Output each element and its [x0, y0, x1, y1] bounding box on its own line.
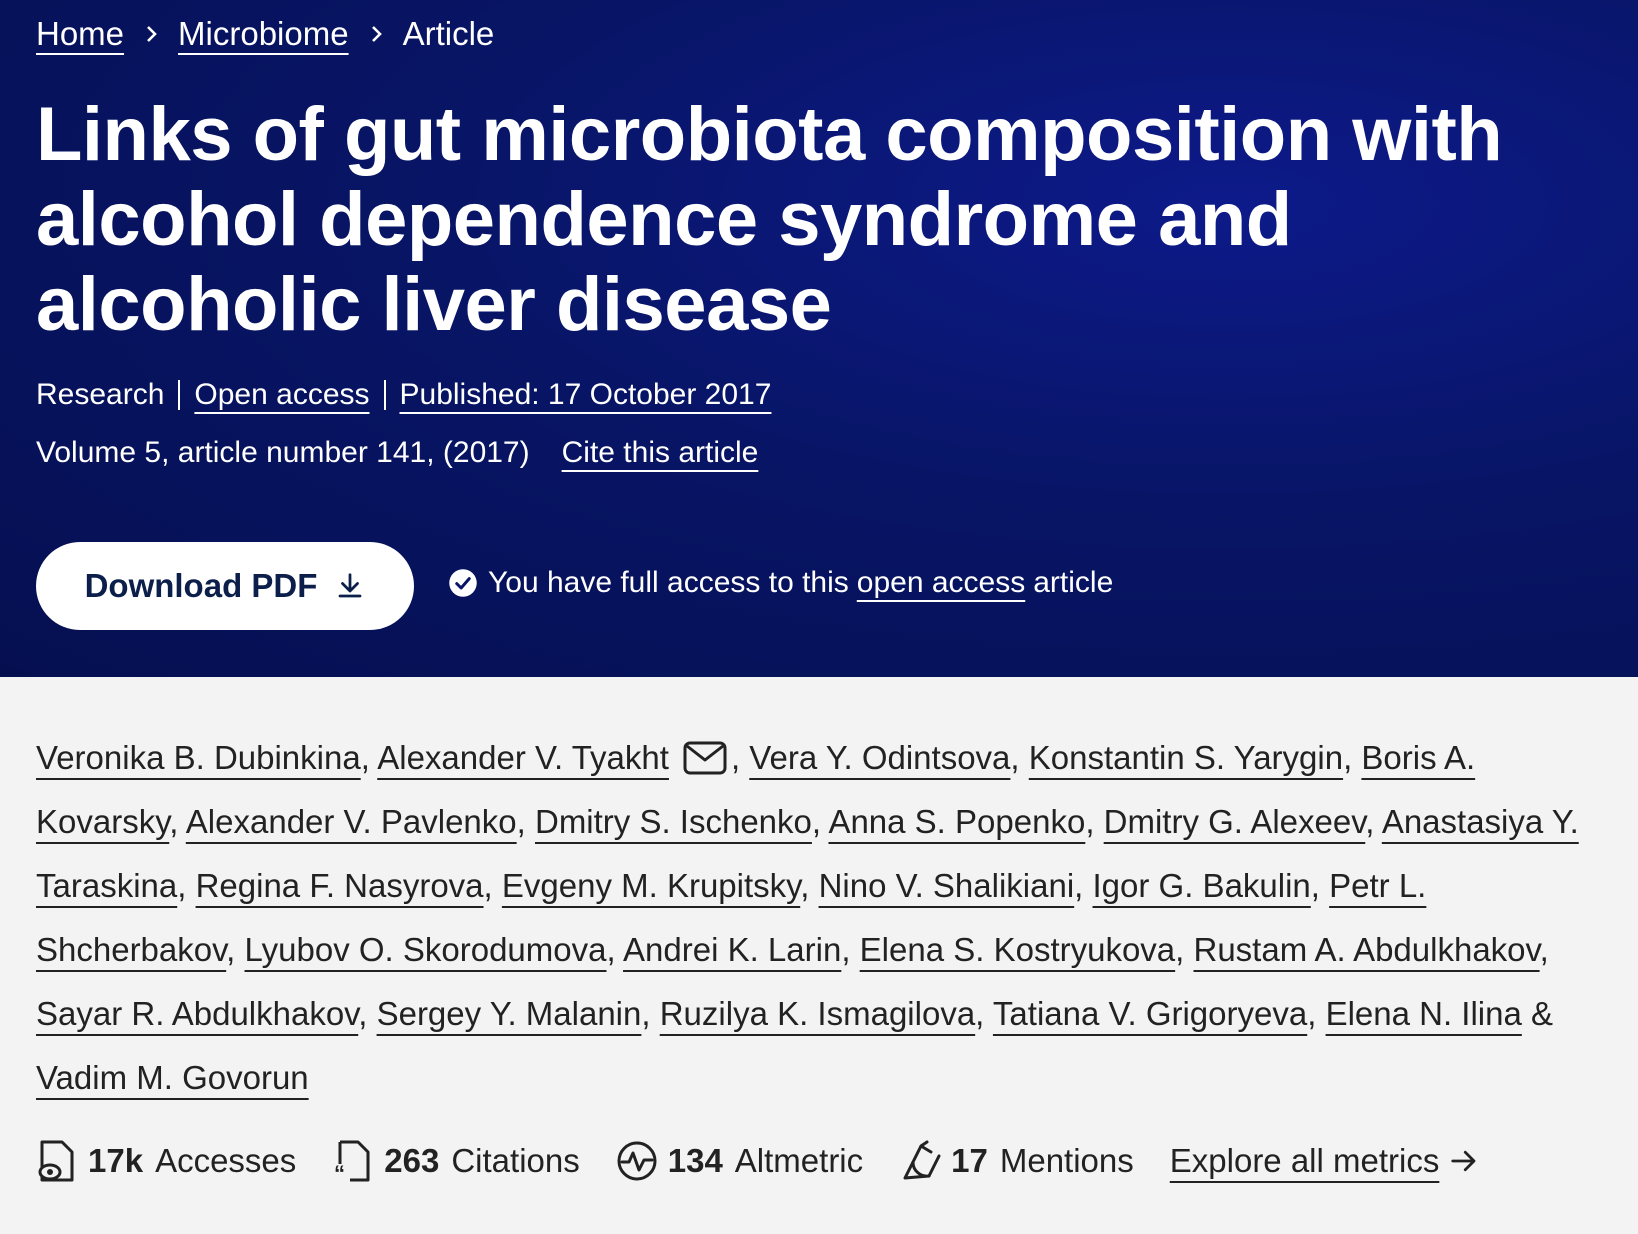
- published-date-link[interactable]: Published: 17 October 2017: [399, 378, 772, 411]
- altmetric-label: Altmetric: [734, 1142, 864, 1179]
- author-link[interactable]: Nino V. Shalikiani: [818, 867, 1075, 904]
- mentions-count: 17: [951, 1142, 988, 1179]
- access-notice: You have full access to this open access…: [448, 566, 1113, 600]
- author-link[interactable]: Lyubov O. Skorodumova: [244, 931, 607, 968]
- mentions-metric: 17 Mentions: [899, 1138, 1134, 1184]
- author-link[interactable]: Sergey Y. Malanin: [376, 995, 642, 1032]
- divider: [383, 380, 386, 410]
- cite-article-link[interactable]: Cite this article: [561, 436, 759, 469]
- author-link[interactable]: Sayar R. Abdulkhakov: [36, 995, 359, 1032]
- breadcrumb: Home Microbiome Article: [36, 14, 494, 54]
- citations-label: Citations: [451, 1142, 580, 1179]
- explore-metrics-label: Explore all metrics: [1169, 1142, 1440, 1179]
- author-link[interactable]: Veronika B. Dubinkina: [36, 739, 361, 776]
- svg-text:“: “: [334, 1161, 345, 1184]
- article-type: Research: [36, 378, 165, 411]
- author-link[interactable]: Ruzilya K. Ismagilova: [659, 995, 976, 1032]
- mail-icon[interactable]: [683, 741, 727, 775]
- author-link[interactable]: Konstantin S. Yarygin: [1028, 739, 1344, 776]
- author-link[interactable]: Andrei K. Larin: [623, 931, 842, 968]
- author-link[interactable]: Elena S. Kostryukova: [859, 931, 1176, 968]
- accesses-label: Accesses: [155, 1142, 297, 1179]
- altmetric-score: 134: [667, 1142, 723, 1179]
- article-citation-info: Volume 5, article number 141, (2017) Cit…: [36, 436, 758, 470]
- breadcrumb-microbiome[interactable]: Microbiome: [178, 15, 349, 52]
- article-metrics: 17k Accesses “ 263 Citations 134 Altmetr…: [36, 1138, 1479, 1184]
- author-link[interactable]: Rustam A. Abdulkhakov: [1193, 931, 1540, 968]
- download-pdf-label: Download PDF: [84, 567, 318, 604]
- breadcrumb-current: Article: [402, 15, 495, 52]
- author-link[interactable]: Vera Y. Odintsova: [749, 739, 1011, 776]
- author-link[interactable]: Dmitry S. Ischenko: [534, 803, 812, 840]
- arrow-right-icon: [1451, 1150, 1476, 1172]
- author-link[interactable]: Alexander V. Tyakht: [377, 739, 669, 776]
- citations-metric: “ 263 Citations: [332, 1138, 580, 1184]
- download-icon: [339, 573, 362, 598]
- author-link[interactable]: Boris A. Kovarsky: [36, 739, 1476, 840]
- author-link[interactable]: Anastasiya Y. Taraskina: [36, 803, 1579, 904]
- access-open-access-link[interactable]: open access: [856, 566, 1026, 599]
- altmetric-metric: 134 Altmetric: [616, 1138, 863, 1184]
- open-access-link[interactable]: Open access: [194, 378, 370, 411]
- volume-info: Volume 5, article number 141, (2017): [36, 436, 530, 469]
- author-link[interactable]: Dmitry G. Alexeev: [1103, 803, 1366, 840]
- citations-icon: “: [334, 1140, 370, 1184]
- explore-metrics-link[interactable]: Explore all metrics: [1170, 1142, 1480, 1180]
- article-meta: Research Open access Published: 17 Octob…: [36, 378, 771, 412]
- author-link[interactable]: Evgeny M. Krupitsky: [501, 867, 801, 904]
- breadcrumb-home[interactable]: Home: [36, 15, 125, 52]
- access-prefix: You have full access to this: [488, 566, 849, 599]
- chevron-right-icon: [140, 23, 162, 45]
- mentions-label: Mentions: [999, 1142, 1134, 1179]
- author-link[interactable]: Anna S. Popenko: [828, 803, 1086, 840]
- check-circle-icon: [449, 569, 477, 597]
- accesses-icon: [38, 1140, 74, 1182]
- divider: [178, 380, 181, 410]
- author-link[interactable]: Tatiana V. Grigoryeva: [992, 995, 1308, 1032]
- author-link[interactable]: Vadim M. Govorun: [36, 1059, 309, 1096]
- download-pdf-button[interactable]: Download PDF: [36, 542, 414, 630]
- accesses-metric: 17k Accesses: [36, 1138, 296, 1184]
- article-title: Links of gut microbiota composition with…: [36, 92, 1503, 347]
- chevron-right-icon: [365, 23, 387, 45]
- author-list: Veronika B. Dubinkina, Alexander V. Tyak…: [36, 739, 1579, 1096]
- altmetric-icon: [617, 1141, 657, 1181]
- author-link[interactable]: Elena N. Ilina: [1325, 995, 1522, 1032]
- accesses-count: 17k: [88, 1142, 144, 1179]
- access-suffix: article: [1033, 566, 1114, 599]
- mentions-icon: [903, 1140, 941, 1180]
- author-link[interactable]: Regina F. Nasyrova: [195, 867, 484, 904]
- author-link[interactable]: Petr L. Shcherbakov: [36, 867, 1427, 968]
- author-link[interactable]: Igor G. Bakulin: [1092, 867, 1311, 904]
- author-link[interactable]: Alexander V. Pavlenko: [185, 803, 517, 840]
- citations-count: 263: [384, 1142, 440, 1179]
- article-header: Home Microbiome Article Links of gut mic…: [0, 0, 1638, 677]
